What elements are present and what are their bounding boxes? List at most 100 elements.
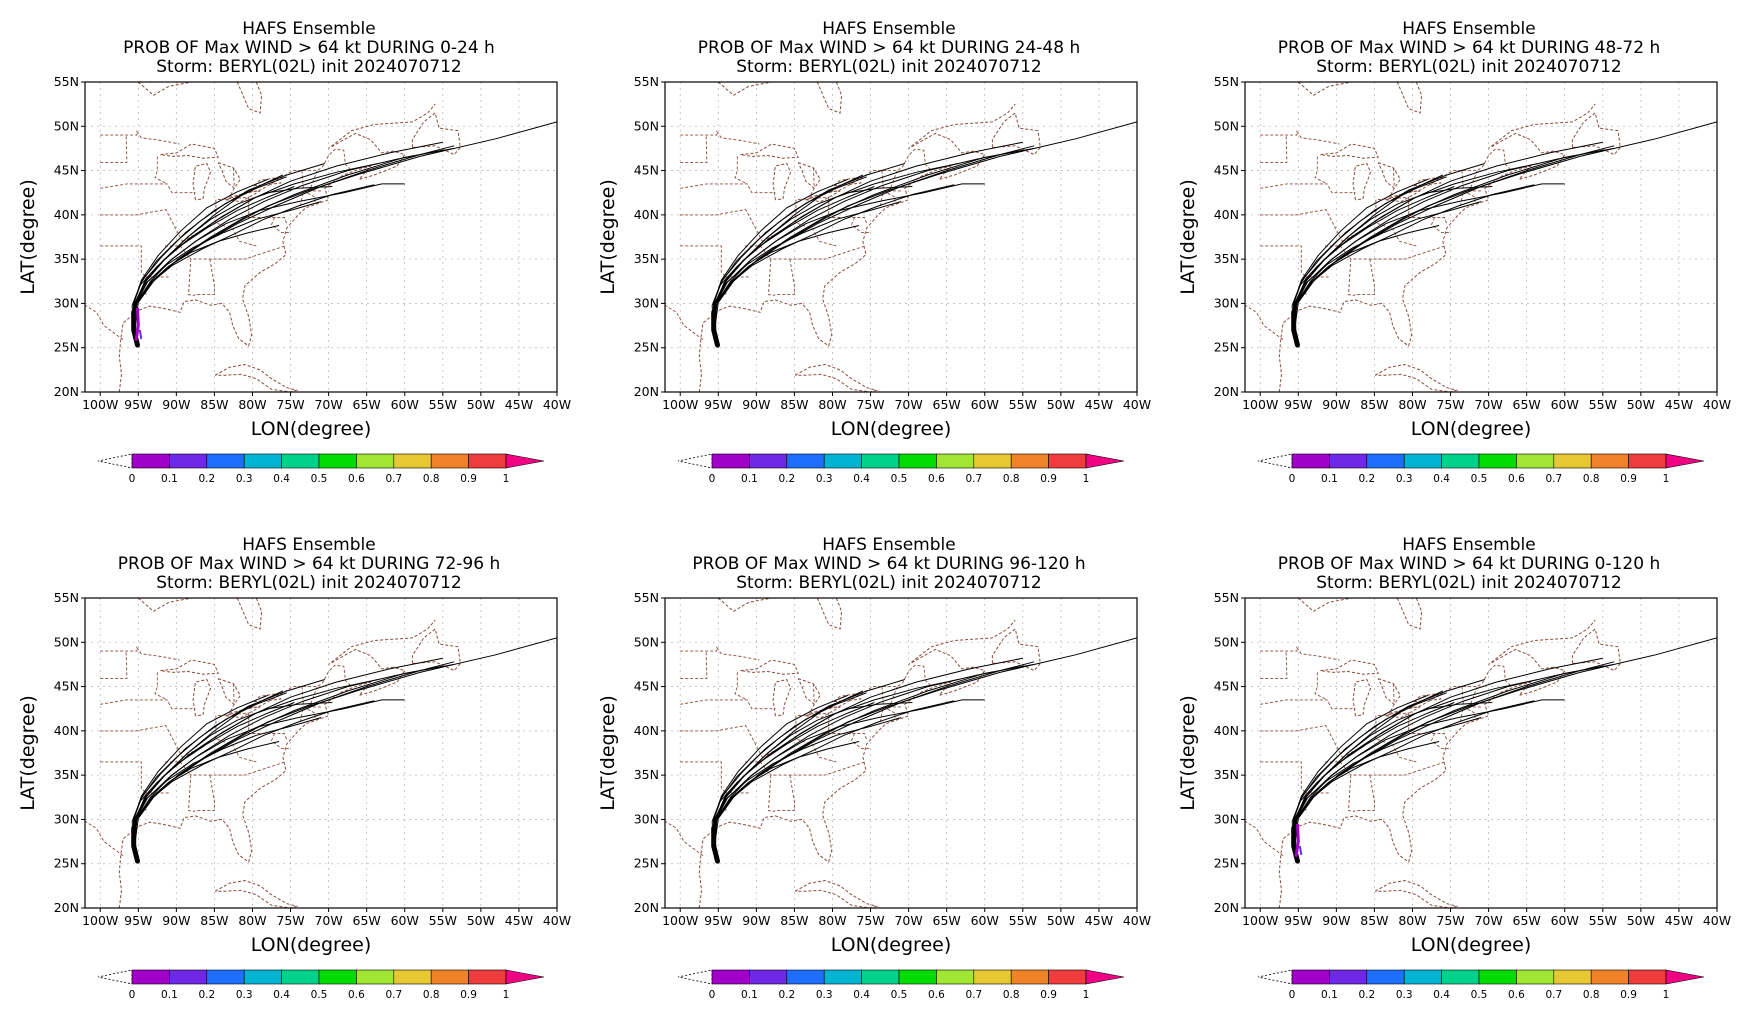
colorbar-segment xyxy=(1291,969,1330,985)
coastline xyxy=(1278,103,1596,392)
lon-tick-label: 40W xyxy=(543,913,571,928)
lon-tick-label: 60W xyxy=(971,913,999,928)
colorbar-label: 0.9 xyxy=(1040,989,1057,1001)
lat-tick-label: 30N xyxy=(634,295,659,310)
lat-tick-label: 30N xyxy=(1214,295,1239,310)
lon-tick-label: 100W xyxy=(662,397,698,412)
panel-title-line1: HAFS Ensemble xyxy=(242,19,375,39)
coastline xyxy=(1278,619,1596,908)
colorbar-label: 0.4 xyxy=(853,989,870,1001)
track-line xyxy=(1293,149,1603,346)
panel-title-line3: Storm: BERYL(02L) init 2024070712 xyxy=(156,57,461,77)
forecast-panel: HAFS Ensemble PROB OF Max WIND > 64 kt DU… xyxy=(1160,516,1740,1032)
plot-frame xyxy=(664,81,1138,393)
colorbar-label: 0.7 xyxy=(1545,989,1562,1001)
state-border xyxy=(680,245,727,295)
lon-tick-label: 45W xyxy=(1665,397,1693,412)
lat-tick-label: 25N xyxy=(634,340,659,355)
track-line xyxy=(1293,163,1485,346)
lon-tick-label: 90W xyxy=(1322,397,1350,412)
coastline xyxy=(1297,82,1352,96)
track-line xyxy=(133,184,375,346)
coastline xyxy=(214,363,299,392)
state-border xyxy=(1354,775,1375,812)
track-line xyxy=(131,186,295,346)
track-line xyxy=(713,183,985,346)
lon-tick-label: 80W xyxy=(1398,397,1426,412)
lat-tick-label: 25N xyxy=(634,856,659,871)
colorbar-segment xyxy=(823,453,862,469)
panel-title-line1: HAFS Ensemble xyxy=(822,535,955,555)
lon-tick-label: 55W xyxy=(1009,913,1037,928)
colorbar-segment xyxy=(711,453,750,469)
state-border xyxy=(100,245,147,295)
lat-tick-label: 20N xyxy=(54,900,79,915)
colorbar-segment xyxy=(1010,453,1049,469)
coastlines xyxy=(85,598,461,908)
lon-tick-label: 50W xyxy=(467,913,495,928)
colorbar-segment xyxy=(1478,969,1517,985)
probability-shading xyxy=(1294,823,1300,857)
gridlines xyxy=(665,598,1137,908)
state-border xyxy=(1388,148,1512,198)
coastlines xyxy=(665,82,1041,392)
state-border xyxy=(774,775,795,812)
colorbar-segment xyxy=(318,453,357,469)
lat-tick-label: 20N xyxy=(1214,384,1239,399)
colorbar-segment xyxy=(206,969,245,985)
state-border xyxy=(850,733,869,750)
colorbar-label: 0.3 xyxy=(816,989,833,1001)
ensemble-tracks xyxy=(131,637,557,864)
colorbar-under-arrow xyxy=(97,453,133,469)
coastline xyxy=(1396,598,1423,630)
track-line xyxy=(713,700,955,862)
forecast-panel: HAFS Ensemble PROB OF Max WIND > 64 kt DU… xyxy=(0,516,580,1032)
colorbar-label: 0 xyxy=(1289,473,1296,485)
state-border xyxy=(85,820,124,857)
coastline xyxy=(1352,678,1372,717)
lat-tick-label: 40N xyxy=(1214,723,1239,738)
colorbar-label: 0.1 xyxy=(1321,989,1338,1001)
coastline xyxy=(217,162,241,190)
lat-tick-label: 50N xyxy=(1214,634,1239,649)
track-line xyxy=(1293,661,1615,862)
lon-tick-label: 65W xyxy=(353,913,381,928)
state-border xyxy=(270,217,289,234)
coastline xyxy=(192,162,212,201)
track-line xyxy=(1293,741,1440,862)
state-border xyxy=(1260,208,1343,242)
colorbar-label: 0.6 xyxy=(928,989,945,1001)
colorbar-segment xyxy=(786,453,825,469)
lon-tick-label: 90W xyxy=(162,397,190,412)
coastline xyxy=(160,143,219,159)
track-line xyxy=(713,149,1023,346)
colorbar-label: 0.9 xyxy=(1620,473,1637,485)
state-border xyxy=(734,672,748,701)
coastline xyxy=(1377,678,1401,706)
colorbar-over-arrow xyxy=(1665,969,1705,985)
state-border xyxy=(228,148,352,198)
lat-tick-label: 20N xyxy=(634,900,659,915)
forecast-panel: HAFS Ensemble PROB OF Max WIND > 64 kt DU… xyxy=(580,0,1160,516)
panel-title-line2: PROB OF Max WIND > 64 kt DURING 0-120 h xyxy=(1278,554,1660,574)
colorbar-segment xyxy=(281,453,320,469)
lon-tick-label: 45W xyxy=(505,397,533,412)
lon-tick-label: 90W xyxy=(162,913,190,928)
state-border xyxy=(680,651,708,680)
colorbar-label: 0 xyxy=(129,473,136,485)
state-border xyxy=(768,259,775,296)
colorbar-segment xyxy=(1366,969,1405,985)
state-border xyxy=(1375,196,1448,224)
colorbar-segment xyxy=(393,453,432,469)
coastline xyxy=(717,82,772,96)
track-cluster xyxy=(711,309,720,348)
coastlines xyxy=(85,82,461,392)
coastline xyxy=(137,82,192,96)
state-border xyxy=(100,761,147,811)
x-axis-label: LON(degree) xyxy=(251,418,372,440)
colorbar-label: 0.2 xyxy=(1358,473,1375,485)
state-border xyxy=(774,259,795,296)
